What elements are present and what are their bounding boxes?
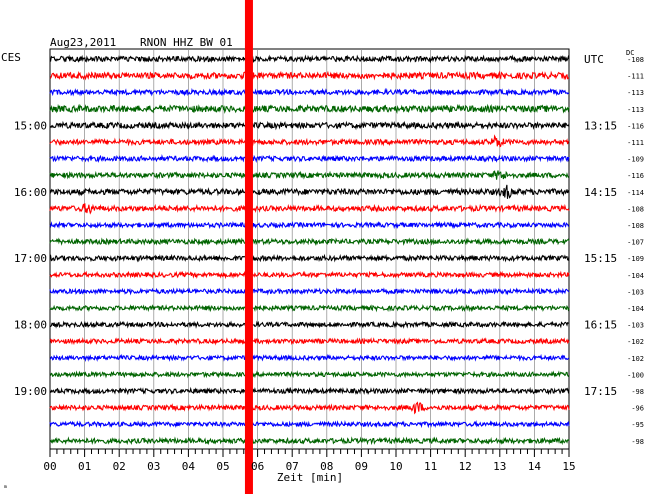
corner-symbol: ₘ bbox=[3, 481, 8, 490]
axis-labels: 00 01 02 03 04 05 06 07 08 09 10 11 12 13 14 15 15:00 16:… bbox=[14, 53, 644, 473]
plot-frame bbox=[49, 48, 570, 450]
left-hour-label: 16:00 bbox=[14, 186, 47, 199]
dc-offset-label: -108 bbox=[627, 222, 644, 230]
x-tick-label: 13 bbox=[493, 460, 506, 473]
right-hour-label: 17:15 bbox=[584, 385, 617, 398]
trace-line bbox=[49, 54, 570, 64]
x-tick-label: 02 bbox=[113, 460, 126, 473]
trace-line bbox=[49, 386, 570, 396]
dc-offset-label: -102 bbox=[627, 355, 644, 363]
trace-line bbox=[49, 103, 570, 114]
x-tick-label: 15 bbox=[562, 460, 575, 473]
trace-line bbox=[49, 87, 570, 97]
right-hour-label: 13:15 bbox=[584, 119, 617, 132]
trace-line bbox=[49, 184, 570, 199]
x-tick-label: 12 bbox=[459, 460, 472, 473]
dc-offset-label: -98 bbox=[631, 388, 644, 396]
x-axis-title: Zeit [min] bbox=[277, 471, 343, 484]
trace-line bbox=[49, 237, 570, 247]
trace-line bbox=[49, 401, 570, 415]
x-tick-label: 03 bbox=[147, 460, 160, 473]
left-hour-label: 19:00 bbox=[14, 385, 47, 398]
dc-offset-label: -109 bbox=[627, 156, 644, 164]
station-label: RNON HHZ BW 01 bbox=[140, 36, 233, 49]
dc-offset-label: -95 bbox=[631, 421, 644, 429]
x-tick-label: 06 bbox=[251, 460, 264, 473]
x-tick-label: 11 bbox=[424, 460, 437, 473]
dc-offset-label: -107 bbox=[627, 239, 644, 247]
trace-line bbox=[49, 253, 570, 263]
trace-line bbox=[49, 436, 570, 446]
event-marker bbox=[244, 0, 253, 494]
dc-offset-label: -113 bbox=[627, 106, 644, 114]
trace-line bbox=[49, 154, 570, 163]
left-timezone-label: CES bbox=[1, 51, 21, 64]
date-label: Aug23,2011 bbox=[50, 36, 116, 49]
trace-line bbox=[49, 134, 570, 148]
dc-offset-label: -103 bbox=[627, 322, 644, 330]
x-tick-label: 07 bbox=[286, 460, 299, 473]
x-tick-label: 10 bbox=[389, 460, 402, 473]
trace-line bbox=[49, 419, 570, 429]
trace-line bbox=[49, 70, 570, 83]
x-tick-label: 00 bbox=[43, 460, 56, 473]
dc-offset-label: -98 bbox=[631, 438, 644, 446]
dc-offset-label: -102 bbox=[627, 338, 644, 346]
trace-lines bbox=[49, 54, 570, 446]
trace-line bbox=[49, 270, 570, 280]
trace-line bbox=[49, 203, 570, 215]
x-tick-label: 01 bbox=[78, 460, 91, 473]
dc-offset-label: -111 bbox=[627, 139, 644, 147]
x-tick-label: 09 bbox=[355, 460, 368, 473]
right-hour-label: UTC bbox=[584, 53, 604, 66]
trace-line bbox=[49, 304, 570, 313]
x-tick-label: 14 bbox=[528, 460, 542, 473]
dc-offset-label: -113 bbox=[627, 89, 644, 97]
dc-offset-label: -109 bbox=[627, 255, 644, 263]
trace-line bbox=[49, 220, 570, 230]
dc-offset-label: -111 bbox=[627, 73, 644, 81]
trace-line bbox=[49, 320, 570, 329]
trace-line bbox=[49, 337, 570, 346]
dc-offset-label: -103 bbox=[627, 288, 644, 296]
dc-offset-label: -114 bbox=[627, 189, 644, 197]
dc-offset-label: -116 bbox=[627, 122, 644, 130]
trace-line bbox=[49, 353, 570, 362]
left-hour-label: 17:00 bbox=[14, 252, 47, 265]
time-grid bbox=[49, 48, 570, 457]
marker-line bbox=[244, 0, 253, 494]
trace-line bbox=[49, 120, 570, 131]
dc-offset-label: -116 bbox=[627, 172, 644, 180]
right-hour-label: 16:15 bbox=[584, 319, 617, 332]
trace-line bbox=[49, 370, 570, 379]
dc-offset-label: -108 bbox=[627, 205, 644, 213]
dc-offset-label: -96 bbox=[631, 405, 644, 413]
x-tick-label: 04 bbox=[182, 460, 196, 473]
x-tick-label: 05 bbox=[216, 460, 229, 473]
trace-line bbox=[49, 170, 570, 180]
dc-offset-label: -108 bbox=[627, 56, 644, 64]
left-hour-label: 15:00 bbox=[14, 119, 47, 132]
x-tick-label: 08 bbox=[320, 460, 333, 473]
dc-header-label: DC bbox=[626, 49, 634, 57]
dc-offset-label: -104 bbox=[627, 305, 644, 313]
dc-offset-label: -104 bbox=[627, 272, 644, 280]
left-hour-label: 18:00 bbox=[14, 319, 47, 332]
trace-line bbox=[49, 287, 570, 296]
right-hour-label: 14:15 bbox=[584, 186, 617, 199]
dc-offset-label: -100 bbox=[627, 371, 644, 379]
right-hour-label: 15:15 bbox=[584, 252, 617, 265]
